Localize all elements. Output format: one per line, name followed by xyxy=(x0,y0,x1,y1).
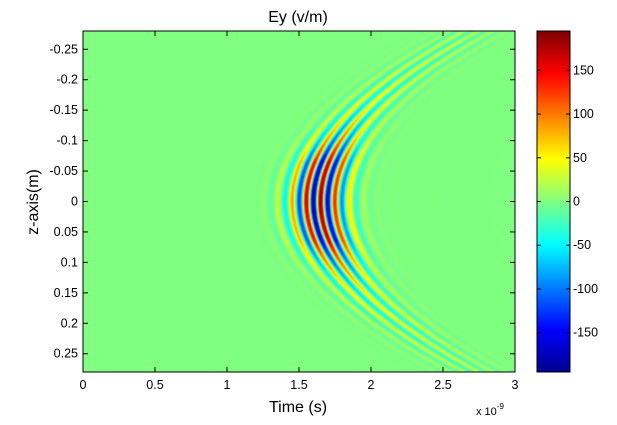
colorbar-tick-label: -100 xyxy=(573,282,598,296)
plot-area xyxy=(82,30,516,373)
x-tick-label: 0 xyxy=(80,378,87,392)
y-tick-label: 0.05 xyxy=(54,225,78,239)
colorbar-tick-label: 150 xyxy=(573,63,594,77)
colorbar: 150 100 50 0 -50 -100 -150 xyxy=(536,30,598,373)
x-tick-label: 1 xyxy=(224,378,231,392)
y-axis: -0.25 -0.2 -0.15 -0.1 -0.05 0 0.05 0.1 0.15 0.2 0.… xyxy=(50,42,515,361)
y-tick-label: 0.15 xyxy=(54,286,78,300)
colorbar-tick-label: -150 xyxy=(573,326,598,340)
colorbar-tick-label: 50 xyxy=(573,151,587,165)
y-tick-label: 0 xyxy=(71,195,78,209)
y-tick-label: -0.05 xyxy=(50,164,79,178)
colorbar-ticks: 150 100 50 0 -50 -100 -150 xyxy=(537,63,598,340)
x-axis-exponent-power: -9 xyxy=(497,402,505,411)
y-tick-label: 0.2 xyxy=(61,316,78,330)
y-tick-label: -0.1 xyxy=(56,134,78,148)
x-tick-label: 0.5 xyxy=(146,378,163,392)
x-axis: 0 0.5 1 1.5 2 2.5 3 xyxy=(80,31,519,392)
y-tick-label: -0.2 xyxy=(56,73,78,87)
x-axis-exponent-base: x 10 xyxy=(476,406,497,418)
y-tick-label: 0.1 xyxy=(61,255,78,269)
heatmap-image-container xyxy=(83,31,515,372)
y-tick-label: -0.25 xyxy=(50,42,79,56)
colorbar-gradient xyxy=(536,30,571,373)
chart-title: Ey (v/m) xyxy=(268,9,328,26)
x-axis-exponent: x 10-9 xyxy=(476,402,504,418)
y-tick-label: -0.15 xyxy=(50,103,79,117)
colorbar-tick-label: 0 xyxy=(573,195,580,209)
x-tick-label: 2 xyxy=(368,378,375,392)
x-tick-label: 3 xyxy=(512,378,519,392)
y-tick-label: 0.25 xyxy=(54,347,78,361)
heatmap-image xyxy=(83,31,515,372)
colorbar-tick-label: 100 xyxy=(573,107,594,121)
x-tick-label: 1.5 xyxy=(290,378,307,392)
y-axis-label: z-axis(m) xyxy=(25,169,42,235)
x-tick-label: 2.5 xyxy=(434,378,451,392)
colorbar-tick-label: -50 xyxy=(573,238,591,252)
x-axis-label: Time (s) xyxy=(269,399,327,416)
